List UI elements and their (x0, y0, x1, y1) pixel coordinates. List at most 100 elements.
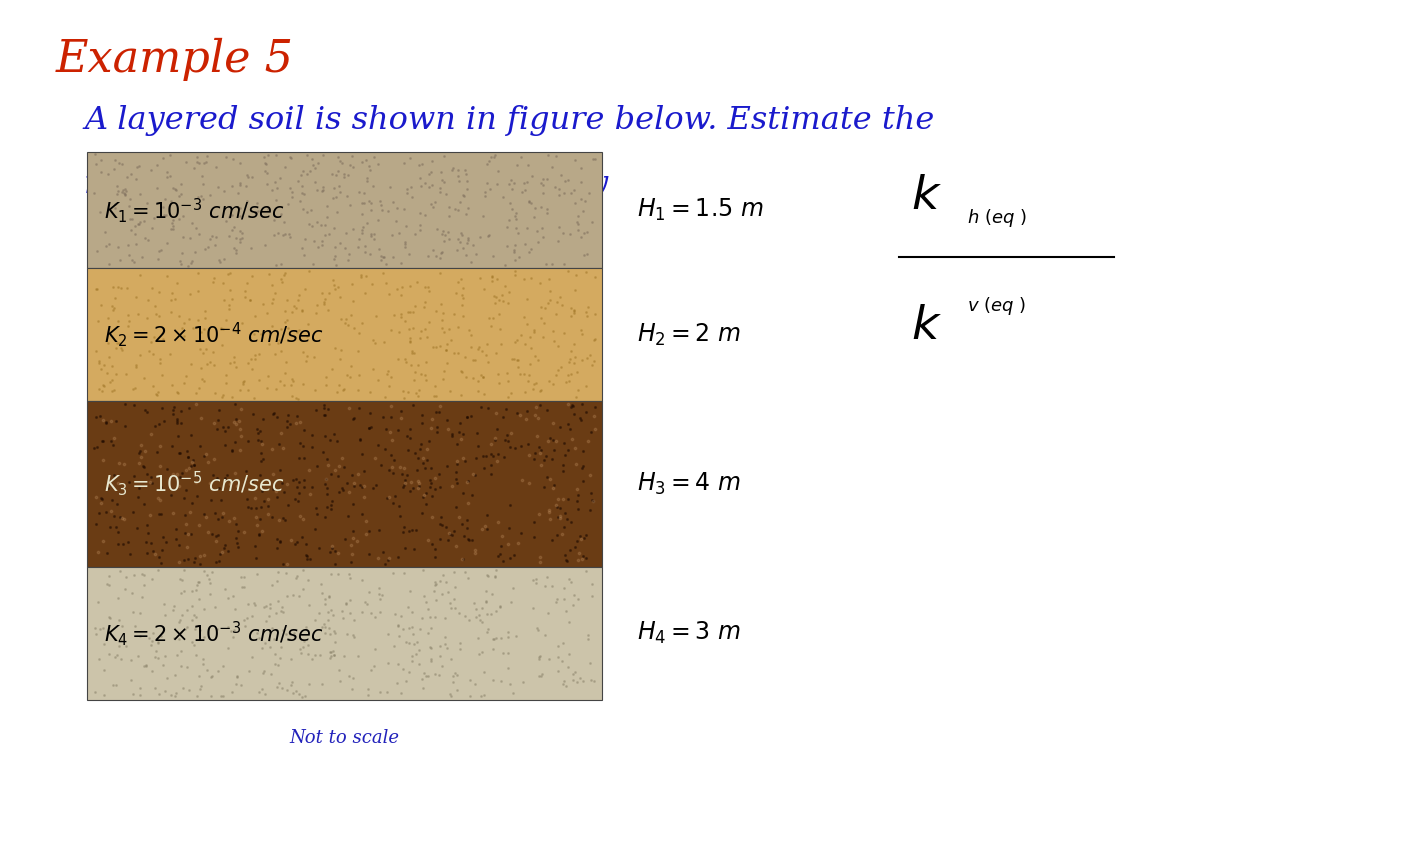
Point (191, 372, 213, 385)
Point (179, 506, 202, 519)
Point (566, 383, 588, 396)
Point (137, 527, 160, 540)
Point (566, 482, 588, 496)
Point (425, 593, 447, 607)
Point (237, 434, 259, 448)
Point (206, 413, 228, 427)
Point (332, 611, 354, 625)
Point (184, 551, 206, 565)
Point (457, 183, 479, 196)
Point (223, 221, 245, 234)
Point (182, 161, 205, 175)
Point (538, 284, 560, 298)
Point (423, 542, 446, 556)
Point (221, 389, 244, 403)
Point (443, 308, 465, 321)
Point (535, 449, 558, 463)
Point (447, 169, 469, 183)
Point (523, 453, 545, 466)
Point (210, 323, 233, 336)
Point (237, 501, 259, 514)
Point (556, 554, 579, 567)
Point (160, 306, 182, 319)
Point (199, 232, 221, 245)
Point (289, 194, 311, 207)
Point (371, 203, 394, 217)
Point (301, 440, 324, 454)
Point (88, 622, 111, 636)
Point (359, 585, 381, 599)
Point (516, 222, 538, 235)
Point (185, 398, 207, 411)
Point (457, 236, 479, 250)
Point (567, 502, 590, 516)
Point (514, 184, 537, 197)
Point (423, 482, 446, 496)
Point (343, 322, 366, 336)
Point (223, 624, 245, 637)
Point (92, 379, 115, 393)
Point (214, 368, 237, 381)
Point (403, 373, 426, 387)
Point (105, 336, 127, 350)
Point (123, 382, 146, 395)
Point (111, 620, 133, 633)
Point (308, 606, 331, 620)
Point (347, 344, 370, 357)
Point (125, 238, 147, 251)
Point (500, 427, 523, 440)
Point (558, 647, 580, 661)
Point (493, 433, 516, 447)
Point (409, 171, 432, 185)
Point (191, 411, 213, 425)
Point (273, 379, 296, 392)
Point (90, 298, 112, 312)
Point (170, 255, 192, 268)
Point (457, 232, 479, 245)
Point (254, 156, 276, 169)
Point (363, 227, 385, 240)
Point (518, 448, 541, 461)
Point (193, 507, 216, 520)
Point (416, 443, 439, 456)
Point (170, 177, 192, 191)
Point (356, 171, 378, 185)
Point (579, 348, 601, 362)
Point (106, 314, 129, 328)
Point (291, 583, 314, 596)
Point (165, 413, 188, 427)
Point (317, 487, 339, 501)
Point (154, 192, 177, 206)
Point (263, 347, 286, 361)
Point (499, 286, 521, 299)
Point (195, 342, 217, 356)
Point (395, 185, 417, 199)
Point (570, 162, 593, 175)
Point (538, 293, 560, 307)
Point (384, 490, 406, 503)
Point (468, 647, 490, 661)
Point (544, 443, 566, 456)
Point (553, 448, 576, 462)
Point (151, 658, 174, 672)
Point (205, 160, 227, 174)
Point (291, 303, 314, 316)
Point (160, 195, 182, 208)
Point (577, 300, 600, 314)
Point (552, 226, 574, 239)
Point (518, 330, 541, 343)
Point (500, 202, 523, 216)
Point (277, 197, 300, 211)
Point (293, 480, 315, 493)
Text: A layered soil is shown in figure below. Estimate the: A layered soil is shown in figure below.… (84, 105, 934, 137)
Point (156, 170, 178, 184)
Point (368, 588, 391, 601)
Point (294, 355, 317, 368)
Point (312, 180, 335, 194)
Point (193, 323, 216, 336)
Point (174, 526, 196, 540)
Point (213, 538, 235, 551)
Point (174, 464, 196, 477)
Point (472, 688, 495, 701)
Point (287, 589, 310, 603)
